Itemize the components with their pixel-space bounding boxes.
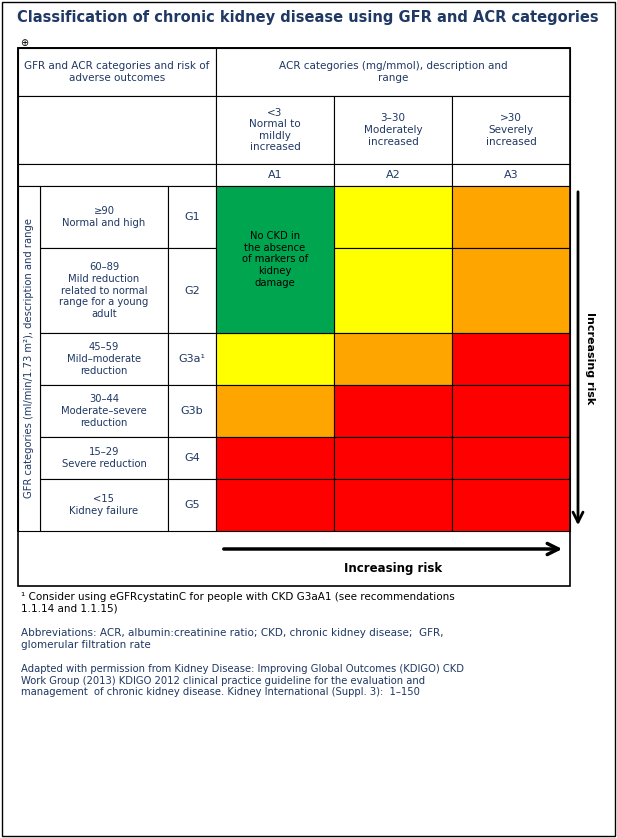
Text: ⊕: ⊕ <box>20 38 28 48</box>
Bar <box>216 186 334 333</box>
Bar <box>334 186 452 248</box>
Text: G3a¹: G3a¹ <box>178 354 205 364</box>
Text: G4: G4 <box>184 453 200 463</box>
Text: ACR categories (mg/mmol), description and
range: ACR categories (mg/mmol), description an… <box>279 61 507 83</box>
Text: A3: A3 <box>503 170 518 180</box>
Text: >30
Severely
increased: >30 Severely increased <box>486 113 536 147</box>
Bar <box>18 48 570 586</box>
Bar <box>216 385 334 437</box>
Bar <box>452 248 570 333</box>
Text: ¹ Consider using eGFRcystatinC for people with CKD G3aA1 (see recommendations
1.: ¹ Consider using eGFRcystatinC for peopl… <box>21 592 455 613</box>
Text: 3–30
Moderately
increased: 3–30 Moderately increased <box>363 113 422 147</box>
Bar <box>452 385 570 437</box>
Bar <box>168 385 216 437</box>
Bar <box>334 248 452 333</box>
Text: <15
Kidney failure: <15 Kidney failure <box>70 494 139 516</box>
Text: 45–59
Mild–moderate
reduction: 45–59 Mild–moderate reduction <box>67 343 141 375</box>
Bar <box>40 248 168 333</box>
Text: No CKD in
the absence
of markers of
kidney
damage: No CKD in the absence of markers of kidn… <box>242 231 308 287</box>
Bar <box>334 479 452 531</box>
Bar <box>334 96 452 164</box>
Bar <box>452 333 570 385</box>
Text: G2: G2 <box>184 286 200 296</box>
Bar <box>452 186 570 248</box>
Bar <box>40 385 168 437</box>
Bar <box>40 437 168 479</box>
Text: G1: G1 <box>184 212 200 222</box>
Text: Abbreviations: ACR, albumin:creatinine ratio; CKD, chronic kidney disease;  GFR,: Abbreviations: ACR, albumin:creatinine r… <box>21 628 444 649</box>
Text: 60–89
Mild reduction
related to normal
range for a young
adult: 60–89 Mild reduction related to normal r… <box>59 262 149 318</box>
Bar <box>40 479 168 531</box>
Bar <box>334 164 452 186</box>
Bar <box>40 333 168 385</box>
Text: 15–29
Severe reduction: 15–29 Severe reduction <box>62 447 146 468</box>
Bar <box>334 437 452 479</box>
Bar <box>216 333 334 385</box>
Bar <box>452 164 570 186</box>
Bar <box>168 479 216 531</box>
Bar <box>18 96 216 164</box>
Bar <box>452 437 570 479</box>
Bar <box>18 48 570 531</box>
Text: Classification of chronic kidney disease using GFR and ACR categories: Classification of chronic kidney disease… <box>17 10 599 25</box>
Text: G3b: G3b <box>181 406 204 416</box>
Text: GFR and ACR categories and risk of
adverse outcomes: GFR and ACR categories and risk of adver… <box>24 61 210 83</box>
Bar <box>18 48 216 96</box>
Bar <box>168 248 216 333</box>
Bar <box>168 186 216 248</box>
Bar <box>216 96 334 164</box>
Bar <box>18 186 40 531</box>
Bar <box>168 437 216 479</box>
Bar <box>452 479 570 531</box>
Text: A2: A2 <box>386 170 400 180</box>
Text: Increasing risk: Increasing risk <box>344 562 442 575</box>
Bar <box>18 164 216 186</box>
Text: G5: G5 <box>184 500 200 510</box>
Bar <box>216 437 334 479</box>
Bar <box>216 48 570 96</box>
Bar <box>452 96 570 164</box>
Text: 30–44
Moderate–severe
reduction: 30–44 Moderate–severe reduction <box>61 395 147 427</box>
Text: <3
Normal to
mildly
increased: <3 Normal to mildly increased <box>249 107 301 153</box>
Text: Increasing risk: Increasing risk <box>585 313 595 405</box>
Bar <box>334 333 452 385</box>
Bar <box>168 333 216 385</box>
Bar <box>40 186 168 248</box>
Text: Adapted with permission from Kidney Disease: Improving Global Outcomes (KDIGO) C: Adapted with permission from Kidney Dise… <box>21 664 464 697</box>
Bar <box>216 479 334 531</box>
Bar <box>334 385 452 437</box>
Bar <box>216 164 334 186</box>
Text: A1: A1 <box>268 170 283 180</box>
Text: GFR categories (ml/min/1.73 m²), description and range: GFR categories (ml/min/1.73 m²), descrip… <box>24 219 34 499</box>
Text: ≥90
Normal and high: ≥90 Normal and high <box>62 206 146 228</box>
